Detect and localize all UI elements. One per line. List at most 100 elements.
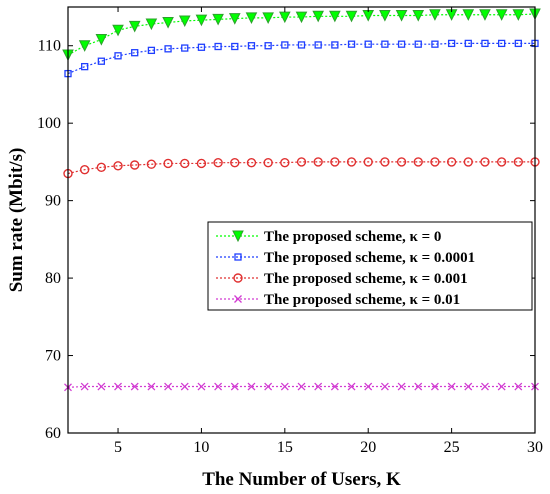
series-4-point	[164, 382, 173, 391]
series-3-point	[163, 158, 173, 169]
legend-label: The proposed scheme, κ = 0.001	[264, 271, 468, 287]
series-1-point	[412, 10, 425, 22]
legend-label: The proposed scheme, κ = 0	[264, 229, 441, 245]
y-tick-label: 90	[45, 193, 61, 210]
series-1-point	[228, 13, 241, 25]
series-2-point	[114, 52, 122, 60]
series-4-point	[430, 382, 439, 391]
series-4-point	[114, 382, 122, 391]
series-1-point	[379, 10, 391, 22]
series-3-point	[446, 157, 457, 167]
series-1-point	[362, 10, 375, 22]
plot-marks	[62, 8, 541, 392]
series-2-point	[147, 46, 156, 55]
series-4-point	[130, 382, 139, 391]
series-4-point	[180, 382, 189, 391]
axis-ticks: 5 10 15 20 25 30 60 70 80 90 100 110	[37, 7, 543, 456]
series-1	[62, 8, 541, 62]
series-4-point	[347, 382, 356, 391]
series-1-point	[395, 10, 408, 22]
series-1-point	[462, 9, 475, 21]
series-2-point	[297, 41, 306, 49]
series-3-point	[180, 158, 190, 169]
series-2-point	[231, 42, 239, 51]
series-2-point	[464, 39, 472, 48]
series-3-point	[513, 157, 524, 167]
legend: The proposed scheme, κ = 0 The proposed s…	[207, 221, 533, 311]
series-4-point	[414, 382, 423, 391]
plot-frame	[67, 6, 536, 434]
x-tick-label: 5	[114, 439, 122, 456]
series-1-point	[262, 12, 274, 24]
series-3-point	[146, 159, 157, 169]
y-tick-label: 100	[37, 115, 61, 132]
series-1-point	[295, 11, 308, 24]
series-3	[63, 157, 540, 179]
x-tick-label: 30	[527, 439, 543, 456]
x-tick-label: 20	[360, 439, 376, 456]
series-3-point	[330, 157, 340, 167]
y-tick-label: 70	[45, 348, 61, 365]
series-3-point	[396, 157, 407, 167]
series-3-point	[380, 157, 390, 167]
legend-marker	[232, 230, 244, 243]
series-3-point	[79, 164, 90, 175]
x-tick-label: 25	[444, 439, 460, 456]
series-4-point	[481, 382, 489, 391]
series-1-point	[112, 24, 124, 37]
series-3-point	[313, 157, 323, 167]
series-4-point	[147, 382, 156, 391]
series-2-line	[67, 42, 535, 75]
series-4-point	[280, 382, 289, 391]
series-4-point	[80, 382, 89, 391]
x-tick-label: 10	[193, 439, 209, 456]
series-2-point	[214, 42, 222, 51]
series-1-point	[145, 18, 158, 31]
series-3-line	[67, 161, 535, 175]
y-tick-label: 60	[45, 425, 61, 442]
series-1-point	[78, 40, 91, 52]
series-2-point	[164, 45, 172, 53]
series-3-point	[230, 157, 240, 168]
series-1-point	[245, 12, 258, 24]
series-2-point	[281, 41, 289, 49]
series-2-point	[97, 57, 106, 65]
series-4-point	[230, 382, 239, 391]
series-4-point	[214, 382, 223, 391]
series-3-point	[246, 157, 257, 168]
legend-marker	[234, 253, 242, 261]
series-3-point	[346, 157, 357, 167]
series-2-point	[181, 44, 189, 52]
series-2-point	[314, 41, 322, 49]
series-4-point	[297, 382, 306, 391]
series-2-point	[264, 42, 272, 50]
series-3-point	[213, 157, 223, 168]
legend-label: The proposed scheme, κ = 0.0001	[264, 250, 475, 266]
series-1-point	[279, 11, 291, 24]
y-axis-title: Sum rate (Mbit/s)	[6, 148, 27, 293]
series-2-point	[81, 62, 89, 71]
series-3-point	[113, 161, 123, 171]
legend-marker	[234, 295, 242, 303]
series-1-point	[212, 13, 224, 26]
series-2-point	[381, 40, 389, 48]
series-2-point	[414, 40, 422, 48]
series-4-point	[264, 382, 273, 391]
series-2-point	[131, 49, 139, 57]
series-2-point	[447, 39, 456, 48]
series-2-point	[481, 39, 489, 48]
series-2-point	[331, 41, 339, 49]
series-1-point	[195, 14, 208, 27]
series-3-point	[263, 157, 273, 168]
series-4-point	[464, 382, 473, 391]
series-1-point	[312, 10, 324, 23]
series-4-point	[97, 382, 106, 391]
series-1-point	[95, 34, 108, 46]
series-3-point	[296, 157, 307, 167]
y-tick-label: 80	[45, 270, 61, 287]
series-4-point	[447, 382, 456, 391]
series-3-point	[130, 160, 140, 170]
series-4-point	[497, 382, 506, 391]
x-axis-title: The Number of Users, K	[202, 469, 401, 490]
